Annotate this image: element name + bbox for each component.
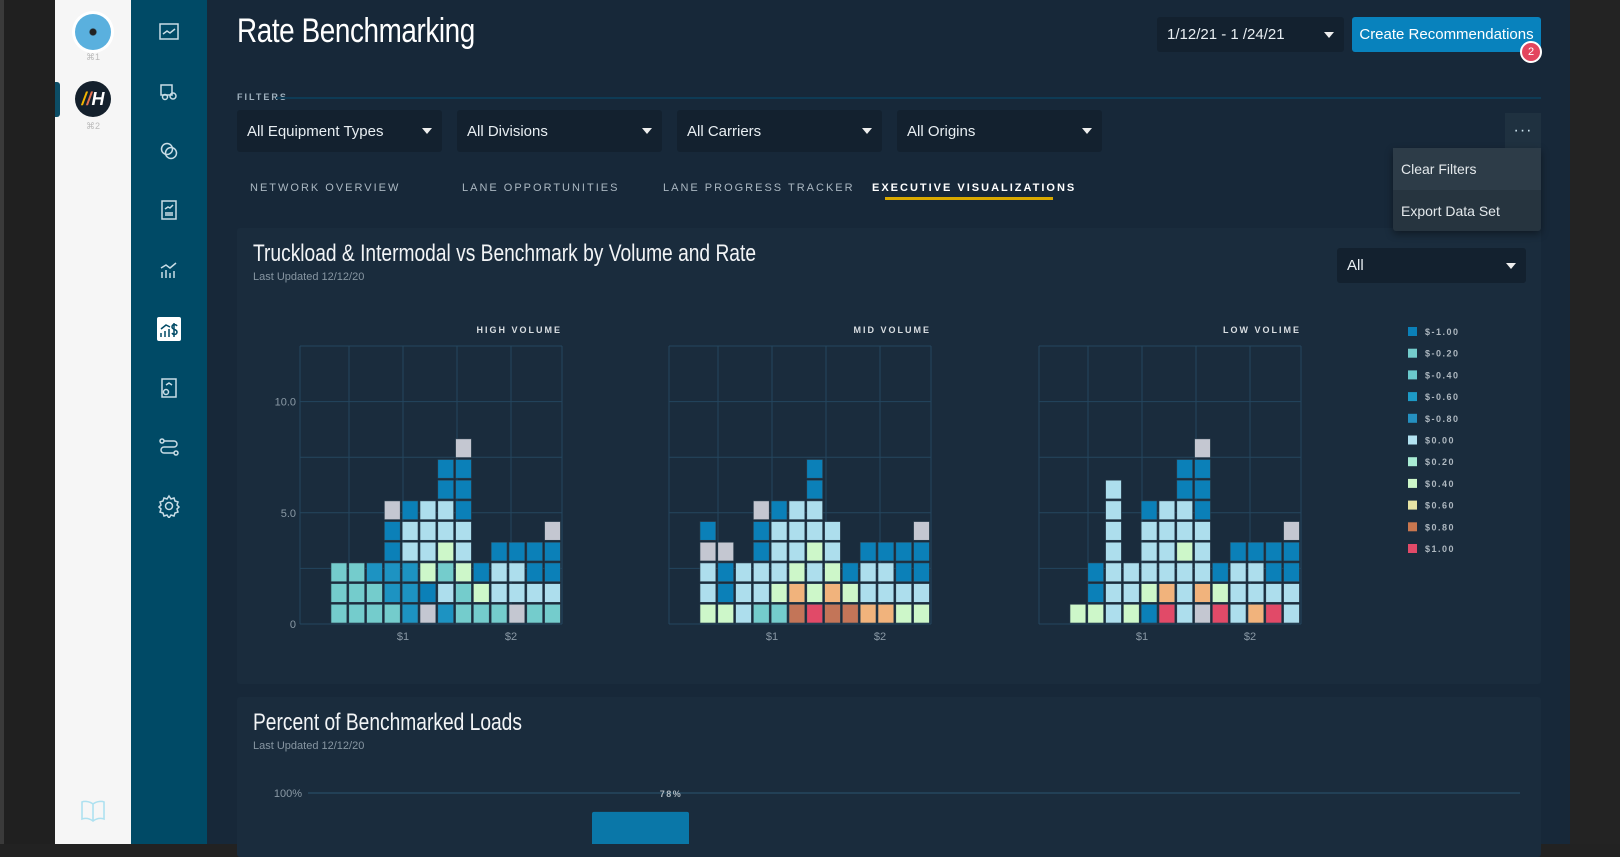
page-title: Rate Benchmarking bbox=[237, 12, 475, 50]
active-app-indicator bbox=[55, 82, 60, 117]
app-shortcut: ⌘2 bbox=[85, 121, 100, 131]
filter-value: All Carriers bbox=[687, 122, 762, 140]
dashboard-chart-icon[interactable] bbox=[157, 20, 181, 44]
filters-label: FILTERS bbox=[237, 92, 288, 102]
more-options-button[interactable]: ··· bbox=[1505, 113, 1541, 149]
window-frame bbox=[0, 0, 55, 844]
route-icon[interactable] bbox=[157, 435, 181, 459]
filter-value: All Origins bbox=[907, 122, 976, 140]
last-updated: Last Updated 12/12/20 bbox=[253, 740, 365, 752]
filter-value: All Equipment Types bbox=[247, 122, 384, 140]
notification-badge: 2 bbox=[1520, 41, 1542, 63]
book-icon[interactable] bbox=[80, 800, 106, 822]
export-data-set-item[interactable]: Export Data Set bbox=[1401, 203, 1500, 219]
clear-filters-item[interactable]: Clear Filters bbox=[1393, 148, 1541, 190]
active-tab-underline bbox=[885, 197, 1053, 200]
tab-lane-opportunities[interactable]: LANE OPPORTUNITIES bbox=[462, 182, 620, 194]
window-edge bbox=[1570, 0, 1620, 844]
tab-lane-progress-tracker[interactable]: LANE PROGRESS TRACKER bbox=[663, 182, 855, 194]
segment-select[interactable]: All bbox=[1337, 248, 1526, 283]
rate-chart-icon[interactable] bbox=[157, 317, 181, 341]
caret-down-icon bbox=[642, 128, 652, 134]
carrier-filter[interactable]: All Carriers bbox=[677, 110, 882, 152]
settings-gear-icon[interactable] bbox=[157, 494, 181, 520]
card-title: Percent of Benchmarked Loads bbox=[253, 709, 522, 736]
division-filter[interactable]: All Divisions bbox=[457, 110, 662, 152]
caret-down-icon bbox=[1506, 262, 1516, 269]
circles-icon[interactable] bbox=[157, 139, 181, 163]
caret-down-icon bbox=[422, 128, 432, 134]
options-menu: Clear Filters Export Data Set bbox=[1393, 148, 1541, 231]
select-value: All bbox=[1347, 257, 1364, 274]
create-recommendations-label: Create Recommendations bbox=[1359, 26, 1534, 43]
report-icon[interactable] bbox=[157, 198, 181, 222]
cloud-app-icon[interactable] bbox=[75, 14, 111, 50]
h-app-icon[interactable]: / / H bbox=[75, 81, 111, 117]
benchmarked-loads-card: Percent of Benchmarked Loads Last Update… bbox=[237, 697, 1541, 857]
origin-filter[interactable]: All Origins bbox=[897, 110, 1102, 152]
caret-down-icon bbox=[1324, 31, 1334, 38]
last-updated: Last Updated 12/12/20 bbox=[253, 271, 365, 283]
card-title: Truckload & Intermodal vs Benchmark by V… bbox=[253, 240, 756, 267]
divider bbox=[276, 97, 1541, 99]
date-range-value: 1/12/21 - 1 /24/21 bbox=[1167, 26, 1285, 43]
tab-network-overview[interactable]: NETWORK OVERVIEW bbox=[250, 182, 401, 194]
volume-rate-card: Truckload & Intermodal vs Benchmark by V… bbox=[237, 228, 1541, 684]
bar-line-chart-icon[interactable] bbox=[157, 258, 181, 282]
truck-icon[interactable] bbox=[157, 80, 181, 104]
tab-executive-visualizations[interactable]: EXECUTIVE VISUALIZATIONS bbox=[872, 182, 1077, 194]
caret-down-icon bbox=[1082, 128, 1092, 134]
sidebar-nav bbox=[131, 0, 207, 844]
app-switcher-rail: ⌘1 // H ⌘2 bbox=[55, 0, 131, 844]
equipment-type-filter[interactable]: All Equipment Types bbox=[237, 110, 442, 152]
filter-value: All Divisions bbox=[467, 122, 548, 140]
date-range-picker[interactable]: 1/12/21 - 1 /24/21 bbox=[1157, 17, 1344, 52]
caret-down-icon bbox=[862, 128, 872, 134]
map-chart-icon[interactable] bbox=[157, 376, 181, 400]
app-shortcut: ⌘1 bbox=[85, 52, 100, 62]
create-recommendations-button[interactable]: Create Recommendations bbox=[1352, 17, 1541, 52]
